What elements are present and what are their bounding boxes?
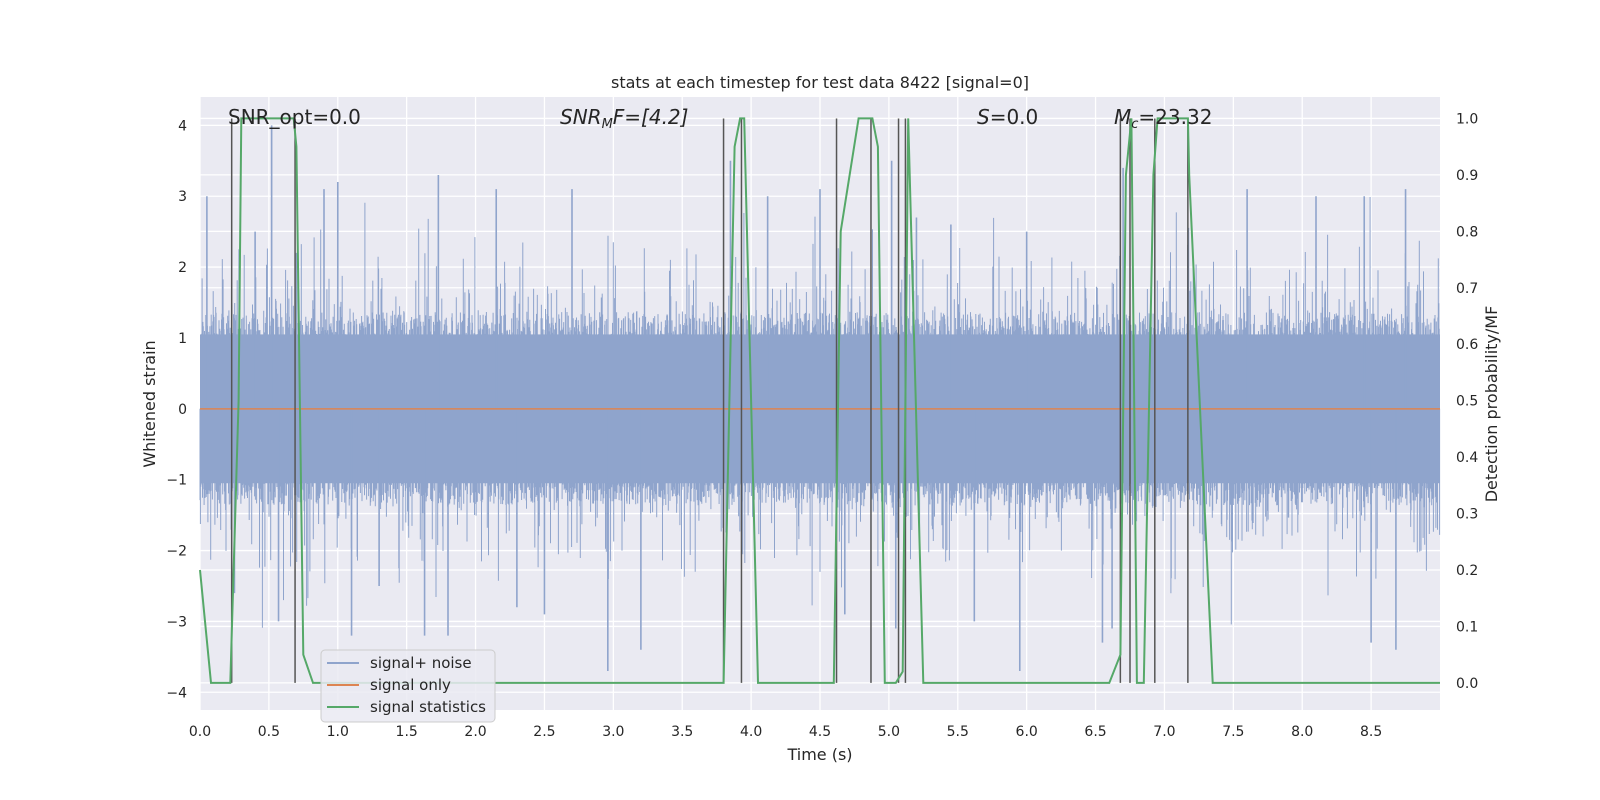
- y-right-tick-label: 0.9: [1456, 168, 1478, 184]
- signal-statistics-line: [199, 117, 1440, 684]
- x-tick-label: 6.0: [1016, 724, 1038, 740]
- x-tick-label: 3.0: [602, 724, 624, 740]
- y-right-tick-label: 0.7: [1456, 281, 1478, 297]
- vertical-markers: [230, 118, 1189, 683]
- y-right-tick-label: 0.3: [1456, 507, 1478, 523]
- snr-mf-annotation: SNRMF=[4.2]: [560, 105, 688, 132]
- x-tick-label: 6.5: [1084, 724, 1106, 740]
- x-axis-label: Time (s): [786, 745, 852, 764]
- y-right-tick-label: 0.4: [1456, 450, 1478, 466]
- y-tick-label: 4: [178, 118, 187, 134]
- x-tick-label: 4.5: [809, 724, 831, 740]
- y-tick-label: 1: [178, 331, 187, 347]
- mc-annotation: Mc=23.32: [1114, 105, 1212, 132]
- snr-mf-base: SNR: [560, 105, 602, 129]
- x-tick-label: 2.0: [464, 724, 486, 740]
- s-value: =0.0: [990, 105, 1039, 129]
- snr-mf-value: F=[4.2]: [613, 105, 689, 129]
- x-tick-label: 3.5: [671, 724, 693, 740]
- y-right-tick-label: 0.5: [1456, 394, 1478, 410]
- snr-mf-subscript: M: [602, 117, 613, 132]
- x-tick-label: 5.5: [947, 724, 969, 740]
- legend-label-signal-only: signal only: [370, 676, 451, 694]
- y-tick-labels: 4 3 2 1 0 −1 −2 −3 −4: [166, 118, 187, 701]
- legend-label-signal-noise: signal+ noise: [370, 654, 472, 672]
- x-tick-label: 7.5: [1222, 724, 1244, 740]
- x-tick-label: 1.0: [327, 724, 349, 740]
- x-tick-label: 0.0: [189, 724, 211, 740]
- y-right-tick-label: 0.2: [1456, 563, 1478, 579]
- y-right-tick-label: 1.0: [1456, 111, 1478, 127]
- y-tick-label: 3: [178, 189, 187, 205]
- chart-title: stats at each timestep for test data 842…: [611, 73, 1029, 92]
- x-tick-label: 8.0: [1291, 724, 1313, 740]
- legend: signal+ noise signal only signal statist…: [320, 649, 496, 723]
- y-tick-label: 0: [178, 402, 187, 418]
- y-right-tick-label: 0.8: [1456, 224, 1478, 240]
- x-tick-labels: 0.0 0.5 1.0 1.5 2.0 2.5 3.0 3.5 4.0 4.5 5.0 5.5 6.0 6…: [189, 724, 1382, 740]
- legend-box: [320, 649, 496, 723]
- snr-opt-annotation: SNR_opt=0.0: [228, 105, 361, 129]
- mc-subscript: c: [1131, 117, 1138, 132]
- x-tick-label: 2.5: [533, 724, 555, 740]
- x-tick-label: 0.5: [258, 724, 280, 740]
- mc-value: =23.32: [1138, 105, 1212, 129]
- x-tick-label: 7.0: [1153, 724, 1175, 740]
- y-right-tick-label: 0.0: [1456, 676, 1478, 692]
- y-tick-label: 2: [178, 260, 187, 276]
- y-tick-label: −1: [166, 473, 187, 489]
- x-tick-label: 4.0: [740, 724, 762, 740]
- series-signal-statistics: [199, 117, 1440, 684]
- s-symbol: S: [977, 105, 990, 129]
- s-annotation: S=0.0: [977, 105, 1038, 129]
- x-tick-label: 1.5: [396, 724, 418, 740]
- y-axis-label: Whitened strain: [140, 340, 159, 467]
- x-tick-label: 5.0: [878, 724, 900, 740]
- y-tick-label: −4: [166, 685, 187, 701]
- legend-label-signal-statistics: signal statistics: [370, 698, 486, 716]
- y-right-axis-label: Detection probability/MF: [1482, 306, 1501, 503]
- y-right-tick-labels: 1.0 0.9 0.8 0.7 0.6 0.5 0.4 0.3 0.2 0.1 0.0: [1456, 111, 1478, 691]
- y-tick-label: −3: [166, 614, 187, 630]
- y-right-tick-label: 0.6: [1456, 337, 1478, 353]
- x-tick-label: 8.5: [1360, 724, 1382, 740]
- y-right-tick-label: 0.1: [1456, 619, 1478, 635]
- mc-base: M: [1114, 105, 1131, 129]
- y-tick-label: −2: [166, 544, 187, 560]
